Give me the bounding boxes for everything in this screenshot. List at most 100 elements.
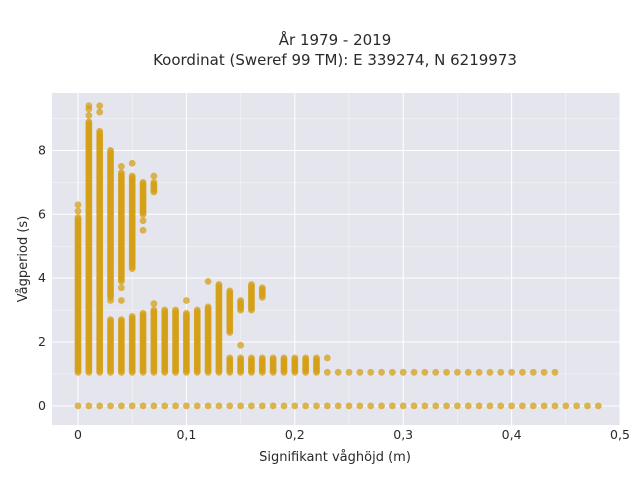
y-tick-label: 2: [38, 334, 46, 349]
data-point: [367, 402, 375, 410]
data-point: [356, 368, 364, 376]
data-point: [508, 402, 515, 410]
y-axis-label: Vågperiod (s): [16, 216, 31, 303]
y-tick-label: 8: [38, 142, 46, 157]
data-point: [150, 172, 158, 180]
data-point: [280, 402, 288, 410]
data-point: [107, 297, 114, 304]
data-point: [388, 368, 396, 376]
data-point: [269, 354, 277, 362]
data-point: [323, 354, 331, 362]
data-point: [464, 402, 472, 410]
data-point: [508, 368, 515, 376]
y-tick-label: 0: [38, 398, 46, 413]
data-point: [117, 316, 125, 324]
data-point: [519, 368, 526, 376]
data-point: [204, 277, 212, 285]
data-point: [573, 402, 581, 410]
data-point: [226, 287, 234, 295]
data-point: [248, 354, 255, 362]
data-point: [302, 354, 310, 362]
chart-title-line1: År 1979 - 2019: [279, 30, 392, 49]
data-point: [204, 402, 212, 410]
data-point: [291, 354, 299, 362]
data-point: [475, 402, 483, 410]
data-points: [74, 102, 602, 410]
data-point: [139, 178, 147, 186]
data-point: [74, 402, 82, 410]
data-point: [215, 402, 223, 410]
data-point: [486, 402, 494, 410]
data-point: [139, 402, 147, 410]
x-tick-labels: 0 0,1 0,2 0,3 0,4 0,5: [74, 427, 630, 442]
data-point: [432, 368, 440, 376]
data-point: [399, 368, 407, 376]
data-point: [215, 281, 223, 288]
data-point: [85, 102, 93, 110]
x-tick-label: 0,5: [610, 427, 630, 442]
data-point: [443, 402, 450, 410]
data-point: [204, 303, 212, 311]
plot-area: [52, 93, 620, 425]
x-tick-label: 0,1: [176, 427, 196, 442]
data-point: [584, 402, 591, 410]
data-point: [378, 368, 385, 376]
data-point: [96, 402, 104, 410]
data-point: [85, 118, 93, 126]
data-point: [302, 402, 310, 410]
data-point: [421, 402, 429, 410]
data-point: [486, 368, 494, 376]
data-point: [594, 402, 602, 410]
data-point: [117, 163, 125, 170]
data-point: [540, 402, 548, 410]
data-point: [421, 368, 429, 376]
data-point: [529, 402, 537, 410]
data-point: [150, 178, 158, 186]
data-point: [237, 297, 245, 304]
data-point: [562, 402, 570, 410]
data-point: [291, 402, 299, 410]
data-point: [388, 402, 396, 410]
chart-title-line2: Koordinat (Sweref 99 TM): E 339274, N 62…: [153, 51, 517, 69]
data-point: [172, 306, 179, 314]
data-point: [150, 402, 158, 410]
data-point: [497, 402, 505, 410]
x-tick-label: 0: [74, 427, 82, 442]
data-point: [540, 368, 548, 376]
data-point: [248, 402, 255, 410]
data-point: [85, 402, 93, 410]
data-point: [117, 297, 125, 304]
data-point: [237, 354, 245, 362]
data-point: [139, 309, 147, 317]
data-point: [464, 368, 472, 376]
data-point: [334, 368, 342, 376]
data-point: [107, 402, 114, 410]
data-point: [128, 402, 136, 410]
data-point: [85, 111, 93, 119]
data-point: [475, 368, 483, 376]
data-point: [193, 306, 201, 314]
data-point: [399, 402, 407, 410]
data-point: [454, 402, 461, 410]
data-point: [258, 402, 266, 410]
data-point: [139, 217, 147, 225]
y-tick-labels: 0 2 4 6 8: [38, 142, 46, 412]
data-point: [334, 402, 342, 410]
data-point: [226, 402, 234, 410]
data-point: [183, 309, 190, 317]
data-point: [237, 341, 245, 349]
data-point: [150, 306, 158, 314]
data-point: [345, 402, 353, 410]
data-point: [117, 402, 125, 410]
data-point: [323, 402, 331, 410]
data-point: [117, 284, 125, 292]
data-point: [551, 402, 559, 410]
data-point: [313, 354, 320, 362]
data-point: [128, 172, 136, 180]
x-tick-label: 0,2: [285, 427, 305, 442]
data-point: [258, 354, 266, 362]
data-point: [529, 368, 537, 376]
data-point: [74, 214, 82, 221]
y-tick-label: 4: [38, 270, 46, 285]
